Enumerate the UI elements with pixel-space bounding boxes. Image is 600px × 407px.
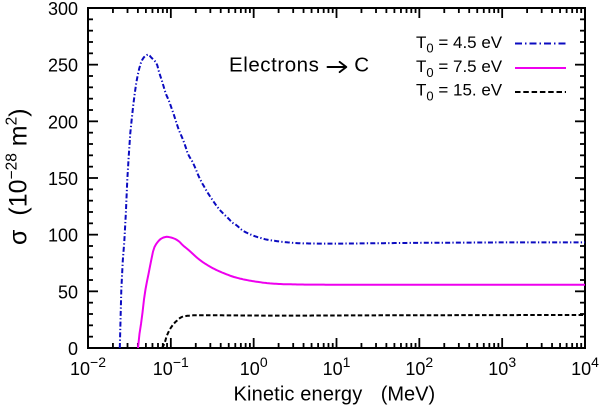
svg-text:0: 0 bbox=[68, 339, 78, 359]
svg-text:T0 = 4.5 eV: T0 = 4.5 eV bbox=[416, 33, 503, 56]
svg-text:100: 100 bbox=[48, 226, 78, 246]
svg-text:T0 = 15. eV: T0 = 15. eV bbox=[416, 81, 503, 104]
svg-text:(MeV): (MeV) bbox=[381, 384, 435, 406]
svg-text:T0 = 7.5 eV: T0 = 7.5 eV bbox=[416, 57, 503, 80]
svg-text:300: 300 bbox=[48, 0, 78, 19]
svg-text:50: 50 bbox=[58, 282, 78, 302]
svg-text:250: 250 bbox=[48, 56, 78, 76]
svg-text:200: 200 bbox=[48, 112, 78, 132]
svg-text:C: C bbox=[354, 54, 369, 77]
svg-text:150: 150 bbox=[48, 169, 78, 189]
svg-text:Kinetic energy: Kinetic energy bbox=[234, 384, 363, 406]
svg-text:Electrons: Electrons bbox=[229, 54, 319, 77]
svg-text:10−2: 10−2 bbox=[70, 354, 106, 379]
svg-text:101: 101 bbox=[323, 354, 351, 379]
